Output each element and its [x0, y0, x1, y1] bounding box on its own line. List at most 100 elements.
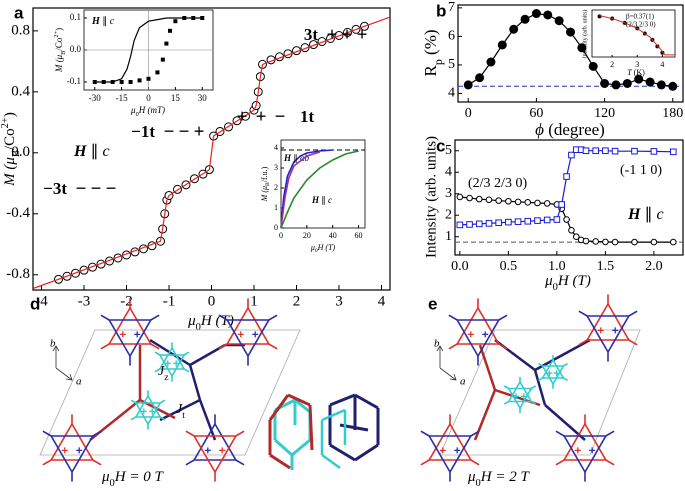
x-tick-label: -4 — [35, 294, 48, 310]
y-tick-label: 0.4 — [11, 83, 30, 99]
spin-arrow — [92, 430, 102, 437]
spin-arrow — [503, 400, 510, 405]
annotation-part: H — [91, 16, 101, 27]
x-axis-label-part: ϕ — [535, 120, 544, 139]
triangle — [585, 315, 631, 354]
x-axis-label-part: 0 — [553, 282, 558, 293]
marker — [514, 198, 522, 206]
marker — [495, 197, 502, 204]
marker — [514, 218, 522, 225]
marker — [466, 194, 473, 202]
x-tick-label: 3 — [335, 294, 343, 310]
y-tick-label: 4 — [274, 143, 278, 152]
state-sign: + — [237, 106, 248, 127]
bond — [321, 453, 341, 470]
x-tick-label: 30 — [198, 93, 208, 103]
y-axis-label-part: p — [431, 59, 445, 65]
plot-area — [454, 139, 684, 256]
x-axis-label-part: 0 — [196, 322, 201, 333]
x-axis-label-part: H (T) — [557, 273, 591, 289]
axis-name: a — [460, 376, 466, 388]
plus-sign — [520, 393, 527, 400]
bond — [329, 443, 356, 462]
x-tick-label: -2 — [120, 294, 133, 310]
plus-sign — [219, 447, 226, 454]
triangle — [562, 435, 608, 474]
spin-arrow — [555, 459, 565, 466]
spin-arrow — [578, 339, 588, 346]
plus-sign — [574, 447, 581, 454]
annotation-part: ∥ — [100, 16, 110, 27]
marker — [650, 148, 658, 155]
marker — [475, 220, 483, 228]
plus-sign — [454, 447, 461, 454]
state-sign: − — [106, 178, 117, 199]
spin-arrow — [420, 430, 430, 437]
marker — [524, 199, 532, 206]
coupling-label-part: t — [182, 410, 185, 421]
spin-arrow — [150, 343, 160, 350]
panel-label: c — [436, 136, 445, 155]
caption-part: μ — [467, 469, 476, 485]
y-tick-label: 0 — [274, 223, 278, 232]
state-sign: − — [76, 178, 87, 199]
y-axis-label: Intensity (arb. units) — [581, 10, 588, 59]
spin-arrow — [538, 362, 544, 367]
coupling-label-part: J — [158, 364, 165, 379]
marker — [543, 216, 551, 224]
spin-arrow — [562, 362, 568, 367]
triangle — [158, 346, 186, 370]
state-sign: − — [164, 121, 175, 142]
triangle — [192, 422, 238, 461]
marker — [534, 217, 541, 224]
x-axis-label-part: μ — [544, 273, 553, 289]
x-axis-label-part: H (T) — [317, 243, 336, 252]
x-tick-label: -30 — [89, 93, 101, 103]
triangle — [134, 402, 162, 426]
bond — [354, 393, 379, 410]
coupling-label-part: z — [164, 372, 169, 383]
plus-sign — [164, 360, 171, 367]
spin-arrow — [159, 399, 166, 404]
spin-arrow — [628, 339, 638, 346]
marker — [577, 43, 587, 53]
x-tick-label: 4 — [660, 60, 664, 69]
marker — [582, 237, 590, 245]
y-axis-label-part: 2+ — [0, 117, 11, 128]
annotation-part: c — [102, 143, 109, 160]
marker — [531, 9, 541, 19]
bond — [159, 398, 201, 422]
plus-sign — [482, 331, 489, 338]
triangle — [455, 319, 501, 358]
marker — [602, 238, 609, 246]
caption-part: 0 — [476, 478, 481, 489]
x-tick-label: 0.0 — [451, 259, 469, 274]
marker — [155, 70, 160, 75]
triangle — [507, 387, 533, 410]
x-tick-label: 0.5 — [500, 259, 518, 274]
marker — [563, 173, 570, 180]
marker — [168, 28, 172, 33]
x-tick-label: -1 — [163, 294, 176, 310]
series-label: (-1 1 0) — [620, 163, 662, 178]
triangle — [107, 306, 153, 345]
marker — [592, 147, 599, 155]
marker — [582, 147, 590, 155]
marker — [631, 147, 638, 155]
x-tick-label: 1 — [250, 294, 258, 310]
y-tick-label: 4 — [448, 86, 455, 101]
x-axis-label-part: H (T) — [200, 313, 234, 329]
y-axis-label-part: M (μ — [2, 157, 18, 187]
x-axis-label-part: μ — [310, 243, 315, 252]
bond — [321, 408, 346, 422]
x-tick-label: 3 — [635, 60, 639, 69]
y-tick-label: 2 — [274, 183, 278, 192]
annotation-part: ∥ — [640, 206, 656, 223]
plus-sign — [597, 327, 604, 334]
y-axis-label-part: M (μ — [54, 54, 64, 73]
triangle — [49, 422, 95, 461]
bond — [308, 404, 314, 451]
marker — [645, 77, 655, 87]
x-tick-label: -15 — [116, 93, 128, 103]
